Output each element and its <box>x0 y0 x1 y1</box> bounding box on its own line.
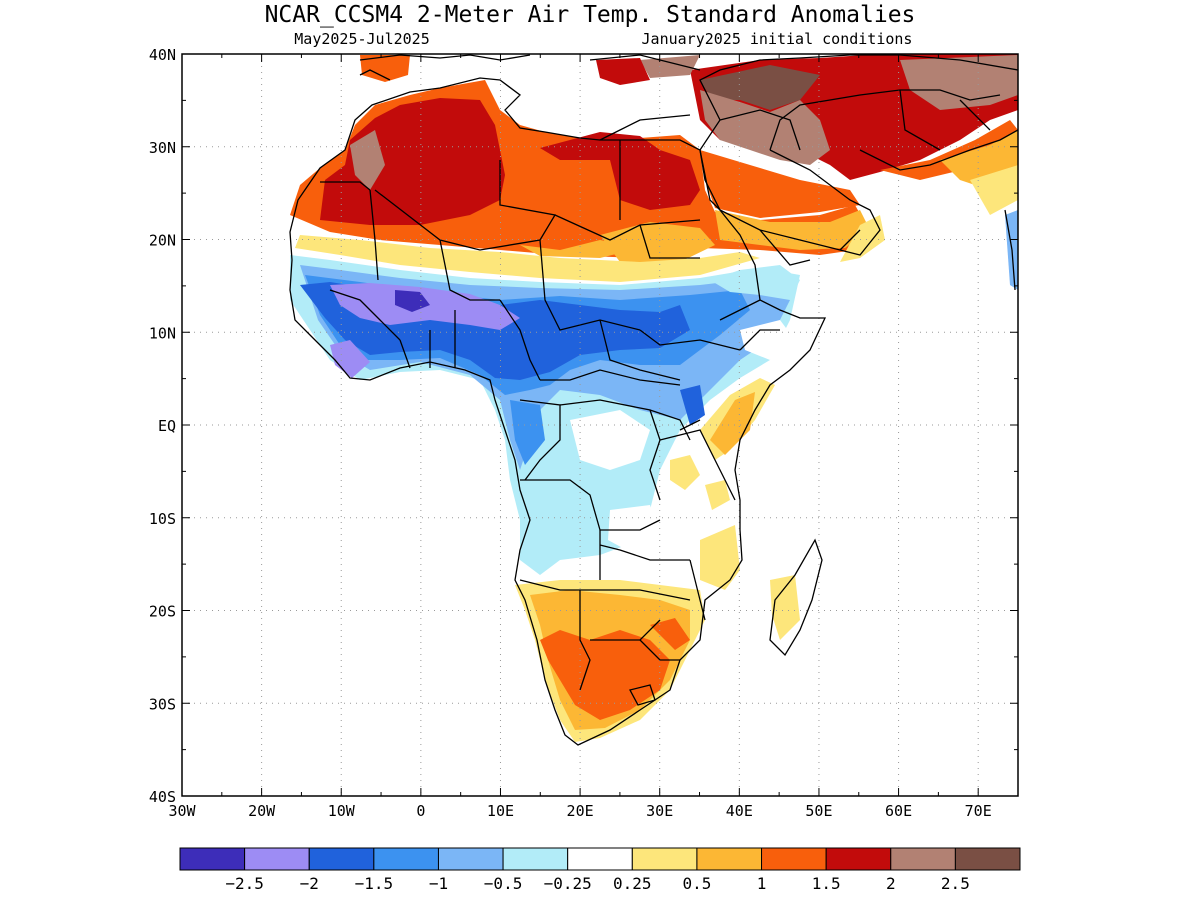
lat-label: EQ <box>158 417 176 435</box>
colorbar-swatch <box>761 847 827 871</box>
colorbar-label: 0.5 <box>682 874 711 893</box>
lon-label: 20E <box>567 802 594 820</box>
colorbar-swatch <box>244 847 310 871</box>
lat-label: 40N <box>149 46 176 64</box>
map-title: NCAR_CCSM4 2-Meter Air Temp. Standard An… <box>265 2 916 28</box>
colorbar-label: −2 <box>300 874 319 893</box>
lat-label: 30N <box>149 139 176 157</box>
graticule <box>182 54 1018 796</box>
lon-label: 50E <box>805 802 832 820</box>
colorbar-swatch <box>696 847 763 871</box>
lon-label: 40E <box>726 802 753 820</box>
colorbar-swatch <box>567 847 633 871</box>
lon-label: 0 <box>416 802 425 820</box>
longitude-labels: 30W 20W 10W 0 10E 20E 30E 40E 50E 60E 70E <box>168 802 991 820</box>
colorbar <box>179 847 1021 871</box>
anomaly-fill-south <box>515 580 705 742</box>
lat-label: 40S <box>149 788 176 806</box>
colorbar-swatch <box>631 847 698 871</box>
lon-label: 70E <box>965 802 992 820</box>
latitude-labels: 40N 30N 20N 10N EQ 10S 20S 30S 40S <box>149 46 176 806</box>
colorbar-label: −0.5 <box>484 874 523 893</box>
colorbar-label: −1.5 <box>355 874 394 893</box>
lon-label: 30E <box>646 802 673 820</box>
forecast-period: May2025-Jul2025 <box>294 30 429 48</box>
initial-conditions: January2025 initial conditions <box>642 30 913 48</box>
colorbar-label: 1 <box>757 874 767 893</box>
lat-label: 10S <box>149 510 176 528</box>
colorbar-labels: −2.5 −2 −1.5 −1 −0.5 −0.25 0.25 0.5 1 1.5 2 2.5 <box>225 874 969 893</box>
lon-label: 20W <box>248 802 276 820</box>
colorbar-swatch <box>373 847 439 871</box>
anomaly-fill-arabia <box>360 54 1018 290</box>
colorbar-swatch <box>437 847 504 871</box>
colorbar-label: 2 <box>886 874 896 893</box>
lat-label: 10N <box>149 324 176 342</box>
map-plot-area <box>182 54 1018 796</box>
colorbar-label: 0.25 <box>613 874 652 893</box>
anomaly-fill-east <box>670 378 800 640</box>
colorbar-label: 2.5 <box>941 874 970 893</box>
lat-label: 20N <box>149 232 176 250</box>
colorbar-swatch <box>179 847 246 871</box>
colorbar-swatch <box>502 847 569 871</box>
lon-label: 10E <box>487 802 514 820</box>
lat-label: 20S <box>149 603 176 621</box>
lon-label: 10W <box>328 802 356 820</box>
lon-label: 30W <box>168 802 196 820</box>
axis-ticks <box>181 53 1018 797</box>
lon-label: 60E <box>885 802 912 820</box>
colorbar-swatch <box>308 847 375 871</box>
colorbar-swatch <box>825 847 892 871</box>
coastlines <box>289 54 1018 746</box>
colorbar-label: 1.5 <box>812 874 841 893</box>
lat-label: 30S <box>149 695 176 713</box>
country-borders <box>320 89 1001 706</box>
colorbar-label: −1 <box>429 874 448 893</box>
colorbar-swatch <box>890 847 956 871</box>
colorbar-label: −2.5 <box>225 874 264 893</box>
colorbar-label: −0.25 <box>544 874 592 893</box>
colorbar-swatch <box>954 847 1021 871</box>
